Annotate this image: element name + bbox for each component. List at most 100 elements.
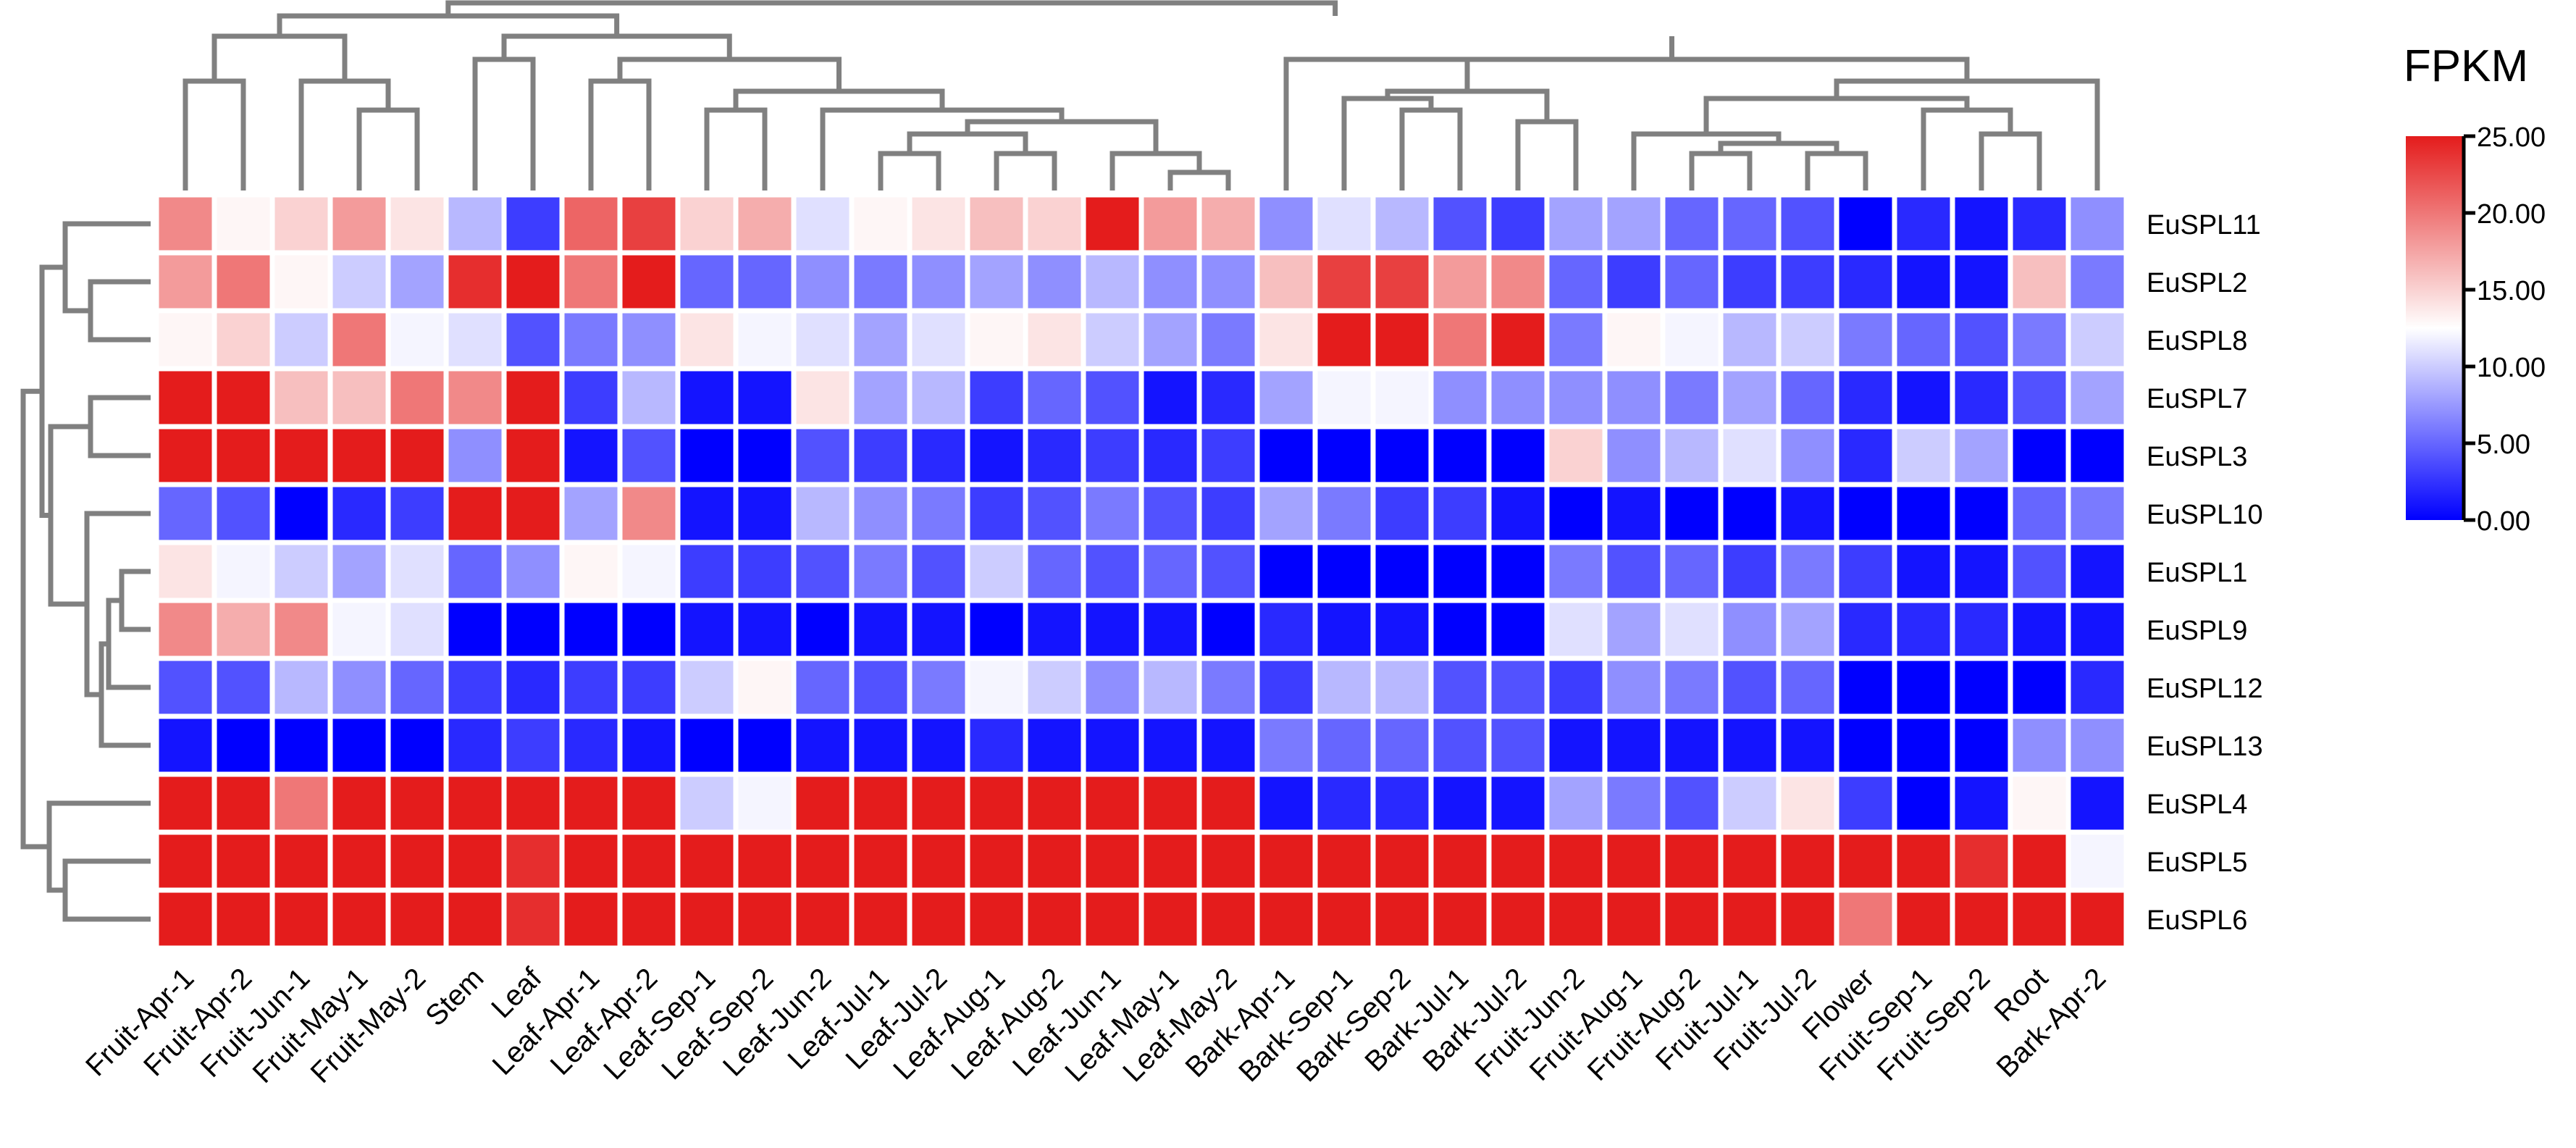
heatmap-cell-EuSPL4-Leaf-May-1 <box>1144 776 1197 830</box>
column-label: Stem <box>419 962 490 1032</box>
heatmap-cell-EuSPL3-Bark-Jul-2 <box>1491 429 1545 482</box>
row-dendrogram <box>20 221 151 922</box>
heatmap-cell-EuSPL9-Leaf <box>506 603 560 656</box>
heatmap-cell-EuSPL7-Bark-Sep-1 <box>1317 371 1371 424</box>
heatmap-cell-EuSPL4-Leaf-May-2 <box>1201 776 1255 830</box>
column-dendrogram-link <box>1921 107 2013 190</box>
heatmap-cell-EuSPL3-Stem <box>448 429 502 482</box>
heatmap-cell-EuSPL9-Fruit-Sep-2 <box>1955 603 2008 656</box>
heatmap-cell-EuSPL10-Leaf-Jul-1 <box>854 487 907 540</box>
row-dendrogram-link <box>62 221 151 314</box>
heatmap-cell-EuSPL2-Flower <box>1839 255 1892 309</box>
heatmap-cell-EuSPL9-Bark-Apr-1 <box>1259 603 1313 656</box>
heatmap-cell-EuSPL7-Fruit-Jul-1 <box>1723 371 1776 424</box>
heatmap-cell-EuSPL7-Fruit-Aug-1 <box>1607 371 1661 424</box>
heatmap-cell-EuSPL11-Fruit-Jul-1 <box>1723 197 1776 251</box>
heatmap-cell-EuSPL3-Fruit-Sep-1 <box>1897 429 1950 482</box>
heatmap-cell-EuSPL5-Fruit-Jul-2 <box>1781 834 1834 888</box>
heatmap-cell-EuSPL10-Leaf-Aug-1 <box>970 487 1023 540</box>
heatmap-cell-EuSPL13-Bark-Sep-2 <box>1375 718 1429 772</box>
column-dendrogram-link <box>617 56 842 91</box>
heatmap-cell-EuSPL13-Flower <box>1839 718 1892 772</box>
heatmap-cell-EuSPL12-Leaf-May-1 <box>1144 661 1197 714</box>
heatmap-cell-EuSPL8-Leaf-Sep-2 <box>738 313 792 366</box>
heatmap-cell-EuSPL7-Fruit-Sep-2 <box>1955 371 2008 424</box>
heatmap-cell-EuSPL9-Fruit-Aug-2 <box>1665 603 1719 656</box>
heatmap-cell-EuSPL1-Fruit-Aug-1 <box>1607 545 1661 598</box>
heatmap-cell-EuSPL13-Fruit-Jun-1 <box>274 718 328 772</box>
heatmap-cell-EuSPL12-Leaf-Jul-2 <box>912 661 965 714</box>
column-dendrogram-link <box>907 131 1028 154</box>
heatmap-cell-EuSPL9-Fruit-May-2 <box>390 603 444 656</box>
heatmap-cell-EuSPL5-Leaf-Aug-1 <box>970 834 1023 888</box>
heatmap-cell-EuSPL5-Leaf-Jun-2 <box>796 834 849 888</box>
heatmap-cell-EuSPL5-Fruit-Jul-1 <box>1723 834 1776 888</box>
legend-tick-label: 15.00 <box>2477 276 2546 306</box>
heatmap-cell-EuSPL4-Fruit-Aug-1 <box>1607 776 1661 830</box>
column-dendrogram-link <box>1515 119 1579 190</box>
heatmap-cell-EuSPL8-Fruit-May-1 <box>332 313 386 366</box>
legend-tick-label: 5.00 <box>2477 430 2530 460</box>
row-label: EuSPL3 <box>2147 442 2247 472</box>
heatmap-cell-EuSPL2-Fruit-Sep-1 <box>1897 255 1950 309</box>
heatmap-cell-EuSPL1-Leaf-Jun-1 <box>1086 545 1139 598</box>
heatmap-cell-EuSPL5-Leaf-Jul-2 <box>912 834 965 888</box>
heatmap-cell-EuSPL4-Fruit-May-1 <box>332 776 386 830</box>
column-dendrogram-link <box>298 78 391 190</box>
heatmap-cell-EuSPL2-Leaf-Apr-2 <box>622 255 676 309</box>
heatmap-cell-EuSPL12-Bark-Sep-1 <box>1317 661 1371 714</box>
heatmap-cell-EuSPL1-Leaf-Aug-1 <box>970 545 1023 598</box>
heatmap-cell-EuSPL11-Fruit-Aug-2 <box>1665 197 1719 251</box>
heatmap-cell-EuSPL2-Fruit-May-1 <box>332 255 386 309</box>
heatmap-cell-EuSPL9-Leaf-May-2 <box>1201 603 1255 656</box>
heatmap-cell-EuSPL5-Leaf-Jun-1 <box>1086 834 1139 888</box>
heatmap-cell-EuSPL12-Bark-Sep-2 <box>1375 661 1429 714</box>
heatmap-cell-EuSPL4-Bark-Apr-2 <box>2071 776 2124 830</box>
heatmap-cell-EuSPL11-Leaf <box>506 197 560 251</box>
heatmap-cell-EuSPL2-Leaf <box>506 255 560 309</box>
heatmap-cell-EuSPL11-Leaf-Sep-1 <box>680 197 734 251</box>
heatmap-cell-EuSPL9-Fruit-Jul-1 <box>1723 603 1776 656</box>
row-dendrogram-link <box>88 395 151 458</box>
heatmap-cell-EuSPL4-Leaf-Jun-2 <box>796 776 849 830</box>
heatmap-cell-EuSPL11-Fruit-Aug-1 <box>1607 197 1661 251</box>
heatmap-cell-EuSPL6-Fruit-Aug-2 <box>1665 892 1719 946</box>
heatmap-cell-EuSPL1-Leaf-Sep-2 <box>738 545 792 598</box>
heatmap-cell-EuSPL8-Fruit-Sep-1 <box>1897 313 1950 366</box>
heatmap-cell-EuSPL6-Leaf-Sep-2 <box>738 892 792 946</box>
heatmap-cell-EuSPL12-Fruit-Apr-1 <box>159 661 212 714</box>
heatmap-cell-EuSPL13-Leaf-Apr-2 <box>622 718 676 772</box>
heatmap-cell-EuSPL6-Leaf-Apr-2 <box>622 892 676 946</box>
heatmap-cell-EuSPL3-Leaf-Sep-1 <box>680 429 734 482</box>
heatmap-cell-EuSPL7-Leaf-Sep-1 <box>680 371 734 424</box>
column-dendrogram-link <box>588 78 652 190</box>
heatmap-cell-EuSPL6-Fruit-May-1 <box>332 892 386 946</box>
heatmap-cell-EuSPL7-Root <box>2013 371 2066 424</box>
heatmap-cell-EuSPL13-Fruit-Sep-2 <box>1955 718 2008 772</box>
row-label: EuSPL1 <box>2147 558 2247 588</box>
heatmap-cell-EuSPL8-Leaf-Sep-1 <box>680 313 734 366</box>
heatmap-cell-EuSPL11-Fruit-Sep-2 <box>1955 197 2008 251</box>
heatmap-cell-EuSPL6-Fruit-Apr-1 <box>159 892 212 946</box>
heatmap-cell-EuSPL7-Stem <box>448 371 502 424</box>
column-dendrogram-link <box>1377 56 1970 81</box>
heatmap-cell-EuSPL5-Leaf-Apr-2 <box>622 834 676 888</box>
heatmap-cell-EuSPL4-Fruit-Aug-2 <box>1665 776 1719 830</box>
heatmap-cell-EuSPL7-Leaf <box>506 371 560 424</box>
heatmap-cell-EuSPL5-Fruit-Apr-1 <box>159 834 212 888</box>
heatmap-cell-EuSPL1-Fruit-Aug-2 <box>1665 545 1719 598</box>
heatmap-cell-EuSPL2-Bark-Jul-2 <box>1491 255 1545 309</box>
heatmap-cell-EuSPL12-Bark-Jul-2 <box>1491 661 1545 714</box>
heatmap-cell-EuSPL5-Root <box>2013 834 2066 888</box>
heatmap-cell-EuSPL8-Bark-Jul-2 <box>1491 313 1545 366</box>
heatmap-cell-EuSPL9-Leaf-Aug-2 <box>1028 603 1081 656</box>
heatmap-cell-EuSPL4-Leaf-Jul-2 <box>912 776 965 830</box>
heatmap-cell-EuSPL5-Fruit-May-1 <box>332 834 386 888</box>
heatmap-cell-EuSPL11-Leaf-Sep-2 <box>738 197 792 251</box>
heatmap-cell-EuSPL2-Leaf-Jun-1 <box>1086 255 1139 309</box>
heatmap-cell-EuSPL3-Root <box>2013 429 2066 482</box>
heatmap-cell-EuSPL13-Leaf <box>506 718 560 772</box>
heatmap-cell-EuSPL8-Leaf-Apr-2 <box>622 313 676 366</box>
heatmap-cell-EuSPL1-Root <box>2013 545 2066 598</box>
heatmap-cell-EuSPL8-Fruit-Jul-2 <box>1781 313 1834 366</box>
